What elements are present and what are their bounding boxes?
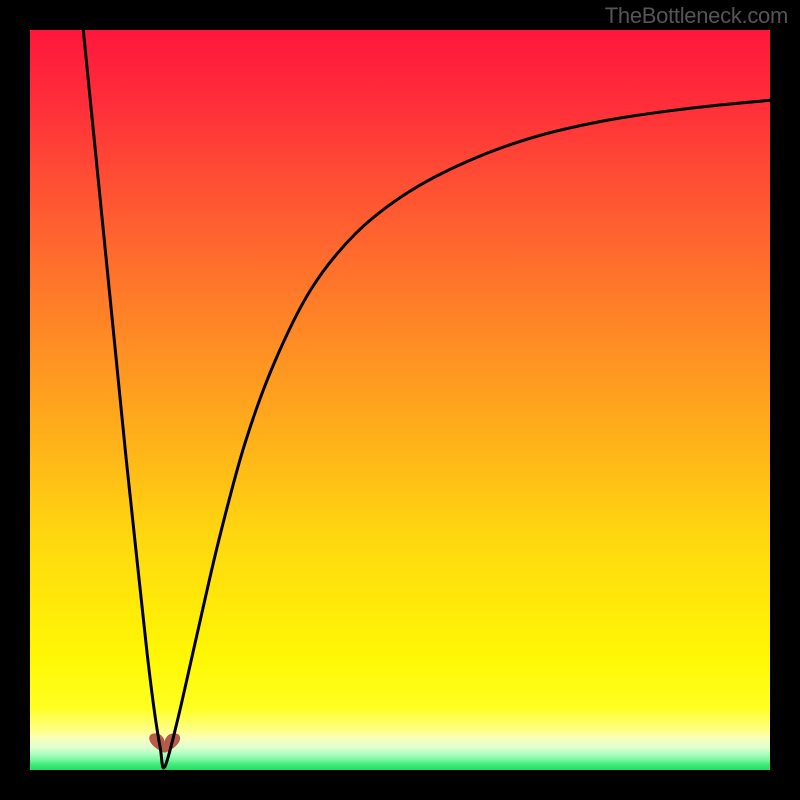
chart-canvas <box>30 30 770 770</box>
plot-area <box>30 30 770 770</box>
watermark-text: TheBottleneck.com <box>605 3 788 29</box>
image-root: TheBottleneck.com <box>0 0 800 800</box>
chart-background <box>30 30 770 770</box>
